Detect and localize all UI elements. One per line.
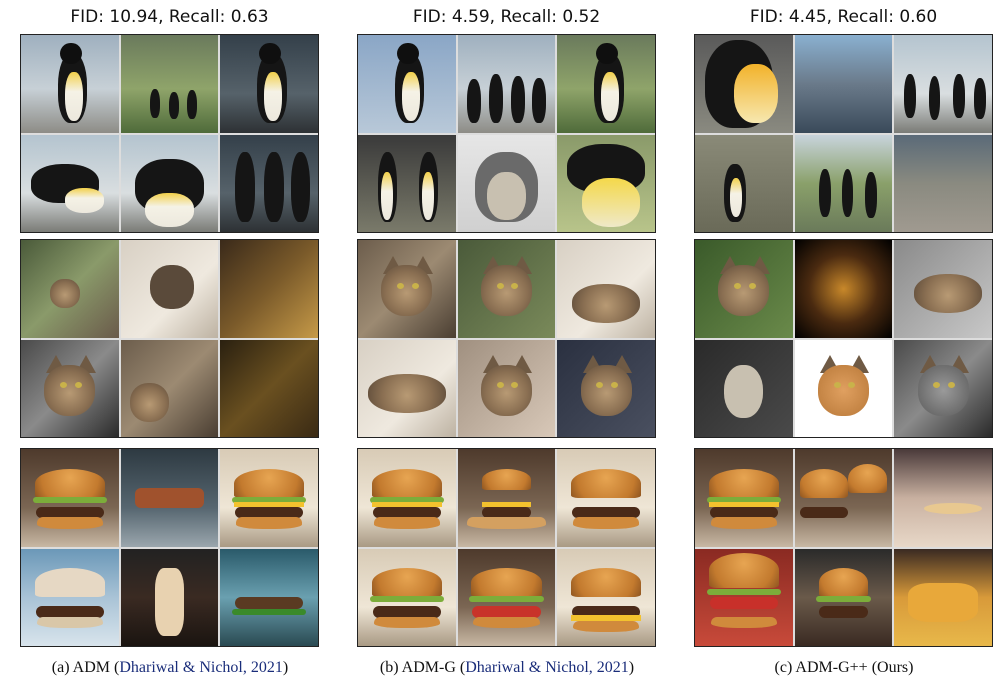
- burger-image: [794, 548, 893, 646]
- panel-title: FID: 4.45, Recall: 0.60: [749, 7, 938, 27]
- penguin-image: [457, 134, 556, 232]
- cat-image: [220, 240, 318, 338]
- cat-grid: [357, 239, 656, 438]
- burger-grid: [20, 448, 319, 647]
- penguin-image: [120, 35, 219, 133]
- panel-caption: (c) ADM-G++ (Ours): [774, 659, 914, 676]
- penguin-image: [21, 35, 119, 133]
- cat-image: [794, 240, 893, 338]
- penguin-grid: [20, 34, 319, 233]
- burger-image: [557, 449, 655, 547]
- cat-image: [457, 339, 556, 437]
- burger-image: [695, 449, 793, 547]
- penguin-image: [457, 35, 556, 133]
- penguin-image: [557, 35, 655, 133]
- cat-grid: [20, 239, 319, 438]
- burger-image: [457, 449, 556, 547]
- cat-image: [794, 339, 893, 437]
- penguin-grid: [694, 34, 993, 233]
- penguin-image: [894, 134, 992, 232]
- burger-image: [894, 449, 992, 547]
- penguin-image: [695, 35, 793, 133]
- burger-image: [21, 449, 119, 547]
- panel-title: FID: 4.59, Recall: 0.52: [412, 7, 601, 27]
- cat-image: [557, 339, 655, 437]
- citation-link[interactable]: Dhariwal & Nichol, 2021: [119, 659, 283, 676]
- cat-image: [21, 339, 119, 437]
- burger-image: [457, 548, 556, 646]
- cat-image: [695, 240, 793, 338]
- burger-image: [894, 548, 992, 646]
- penguin-image: [220, 134, 318, 232]
- penguin-image: [358, 35, 456, 133]
- panel-caption: (a) ADM (Dhariwal & Nichol, 2021): [51, 659, 289, 676]
- burger-grid: [694, 448, 993, 647]
- cat-image: [695, 339, 793, 437]
- penguin-image: [894, 35, 992, 133]
- burger-grid: [357, 448, 656, 647]
- burger-image: [220, 548, 318, 646]
- penguin-image: [695, 134, 793, 232]
- penguin-image: [120, 134, 219, 232]
- cat-image: [21, 240, 119, 338]
- burger-image: [220, 449, 318, 547]
- cat-image: [557, 240, 655, 338]
- burger-image: [21, 548, 119, 646]
- penguin-image: [21, 134, 119, 232]
- penguin-image: [220, 35, 318, 133]
- penguin-image: [358, 134, 456, 232]
- cat-image: [120, 240, 219, 338]
- citation-link[interactable]: Dhariwal & Nichol, 2021: [465, 659, 629, 676]
- burger-image: [120, 548, 219, 646]
- burger-image: [358, 449, 456, 547]
- cat-image: [457, 240, 556, 338]
- burger-image: [557, 548, 655, 646]
- penguin-grid: [357, 34, 656, 233]
- cat-image: [894, 339, 992, 437]
- penguin-image: [794, 134, 893, 232]
- panel-caption: (b) ADM-G (Dhariwal & Nichol, 2021): [379, 659, 635, 676]
- penguin-image: [557, 134, 655, 232]
- panel-title: FID: 10.94, Recall: 0.63: [70, 7, 269, 27]
- cat-grid: [694, 239, 993, 438]
- burger-image: [358, 548, 456, 646]
- cat-image: [358, 240, 456, 338]
- burger-image: [794, 449, 893, 547]
- cat-image: [358, 339, 456, 437]
- burger-image: [695, 548, 793, 646]
- cat-image: [894, 240, 992, 338]
- cat-image: [120, 339, 219, 437]
- burger-image: [120, 449, 219, 547]
- penguin-image: [794, 35, 893, 133]
- cat-image: [220, 339, 318, 437]
